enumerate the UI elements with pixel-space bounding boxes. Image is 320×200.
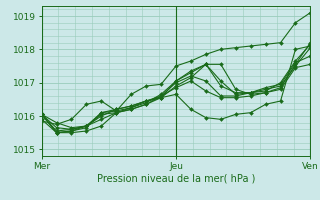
- X-axis label: Pression niveau de la mer( hPa ): Pression niveau de la mer( hPa ): [97, 173, 255, 183]
